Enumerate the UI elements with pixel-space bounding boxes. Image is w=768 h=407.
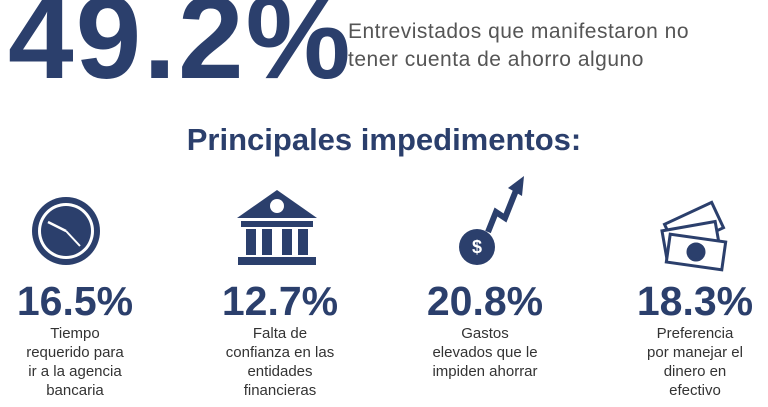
item: 16.5% Tiempo requerido para ir a la agencia… [0, 278, 170, 400]
item-description: Falta de confianza en las entidades financi… [185, 324, 375, 400]
item-description: Preferencia por manejar el dinero en efecti… [600, 324, 768, 400]
svg-text:$: $ [472, 237, 482, 257]
description-line: Preferencia [656, 325, 734, 342]
description-line: bancaria [46, 382, 104, 399]
item: 12.7% Falta de confianza en las entidades fi… [185, 278, 375, 400]
description-line: Gastos [461, 325, 509, 342]
growth-icon: $ [459, 176, 524, 265]
description-line: impiden ahorrar [432, 363, 538, 380]
description-line: requerido para [26, 344, 124, 361]
description-line: ir a la agencia [28, 363, 122, 380]
item-value: 16.5% [16, 278, 134, 324]
description-line: Falta de [252, 325, 308, 342]
description-line: dinero en [663, 363, 727, 380]
item-description: Tiempo requerido para ir a la agencia banca… [0, 324, 170, 400]
section-title: Principales impedimentos: [186, 122, 582, 157]
headline-line: Entrevistados que manifestaron no [348, 20, 690, 43]
description-line: confianza en las [225, 344, 335, 361]
money-icon [660, 200, 728, 272]
item-value: 18.3% [636, 278, 754, 324]
description-line: Tiempo [50, 325, 100, 342]
description-line: por manejar el [647, 344, 743, 361]
item-value: 12.7% [221, 278, 339, 324]
headline-value: 49.2% [8, 0, 353, 104]
clock-icon [32, 197, 100, 265]
headline-line: tener cuenta de ahorro alguno [348, 48, 644, 71]
description-line: entidades [247, 363, 313, 380]
icons: $ [32, 176, 728, 272]
item: 20.8% Gastos elevados que le impiden ahorra… [390, 278, 580, 381]
description-line: financieras [243, 382, 317, 399]
item-description: Gastos elevados que le impiden ahorrar [390, 324, 580, 381]
description-line: efectivo [669, 382, 721, 399]
description-line: elevados que le [432, 344, 538, 361]
headline-text: Entrevistados que manifestaron no tener … [348, 18, 689, 74]
bank-icon [237, 190, 317, 265]
item: 18.3% Preferencia por manejar el dinero en e… [600, 278, 768, 400]
item-value: 20.8% [426, 278, 544, 324]
